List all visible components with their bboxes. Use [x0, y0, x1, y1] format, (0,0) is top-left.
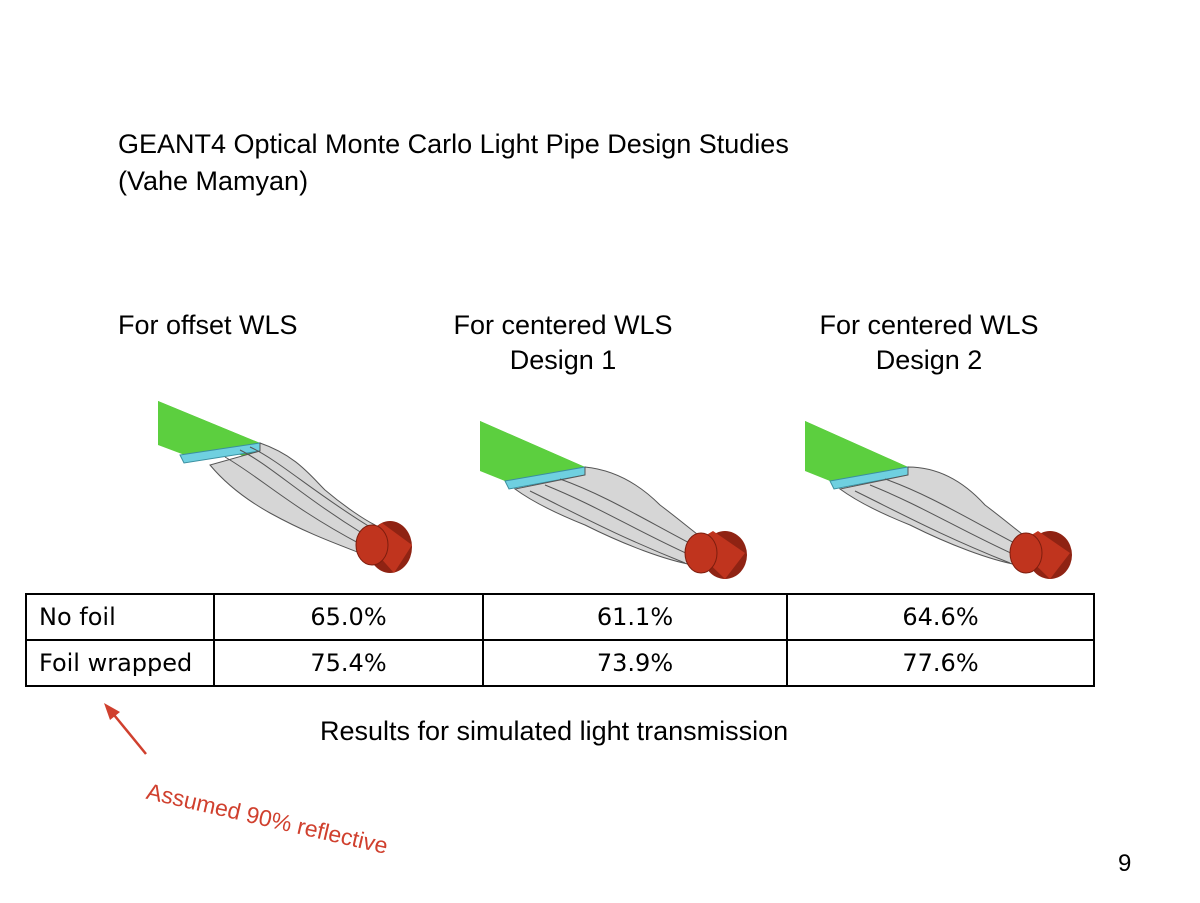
results-table: No foil 65.0% 61.1% 64.6% Foil wrapped 7… — [25, 593, 1095, 687]
annotation-note: Assumed 90% reflective — [144, 778, 391, 859]
table-cell: 75.4% — [213, 639, 484, 687]
column-heading-line-2: Design 2 — [875, 345, 983, 375]
table-cell: 73.9% — [482, 639, 788, 687]
table-row: No foil 65.0% 61.1% 64.6% — [25, 593, 1095, 641]
title-line-2: (Vahe Mamyan) — [118, 166, 309, 196]
column-heading-line-2: Design 1 — [509, 345, 617, 375]
column-heading-line-1: For centered WLS — [819, 310, 1039, 340]
column-heading-line-1: For centered WLS — [453, 310, 673, 340]
slide-title: GEANT4 Optical Monte Carlo Light Pipe De… — [118, 126, 789, 200]
row-label-foil-wrapped: Foil wrapped — [25, 639, 215, 687]
table-cell: 77.6% — [786, 639, 1095, 687]
light-pipe-design-2-image — [805, 421, 1072, 579]
title-line-1: GEANT4 Optical Monte Carlo Light Pipe De… — [118, 129, 789, 159]
annotation-arrow-icon — [104, 703, 147, 755]
column-heading-centered-design-2: For centered WLS Design 2 — [798, 308, 1060, 378]
light-pipe-offset-wls-image — [158, 401, 412, 573]
column-heading-offset-wls: For offset WLS — [118, 308, 298, 343]
table-row: Foil wrapped 75.4% 73.9% 77.6% — [25, 639, 1095, 687]
results-caption: Results for simulated light transmission — [320, 716, 789, 746]
column-heading-line-1: For offset WLS — [118, 310, 298, 340]
table-cell: 64.6% — [786, 593, 1095, 641]
page-number: 9 — [1118, 850, 1132, 877]
row-label-no-foil: No foil — [25, 593, 215, 641]
table-cell: 65.0% — [213, 593, 484, 641]
table-cell: 61.1% — [482, 593, 788, 641]
column-heading-centered-design-1: For centered WLS Design 1 — [432, 308, 694, 378]
light-pipe-design-1-image — [480, 421, 747, 579]
